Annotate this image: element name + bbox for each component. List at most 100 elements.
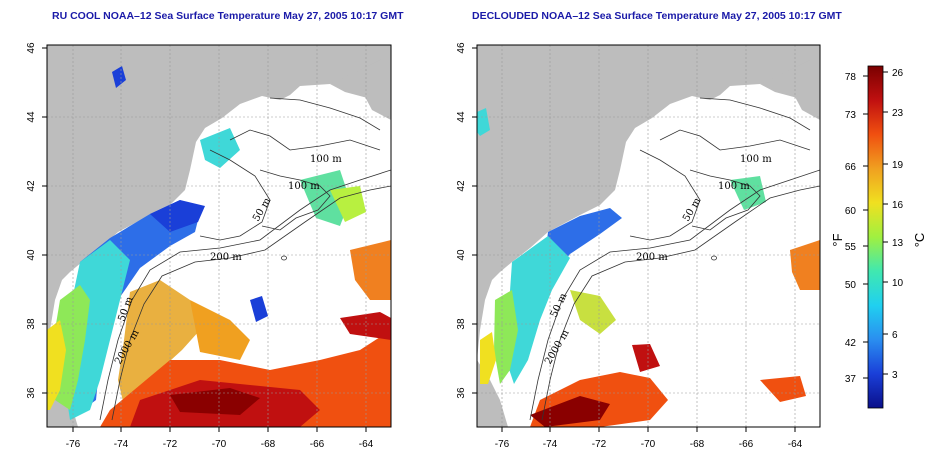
- lat-tick-label: 44: [26, 111, 37, 123]
- isobath-contour: [111, 185, 391, 421]
- land-mass: [47, 45, 391, 360]
- lon-tick-label: -72: [592, 439, 607, 450]
- fahrenheit-tick-label: 50: [845, 280, 857, 291]
- lat-tick-label: 38: [456, 318, 467, 330]
- y-axis-ticks: [42, 47, 47, 394]
- lon-tick-label: -68: [690, 439, 705, 450]
- celsius-tick-label: 26: [892, 68, 904, 79]
- isobath-contour: [699, 97, 811, 131]
- isobath-contour: [229, 129, 381, 151]
- land-mass: [760, 58, 820, 100]
- sst-warm-water: [340, 312, 391, 340]
- lat-tick-label: 40: [456, 249, 467, 261]
- contour-label: 100 m: [288, 181, 320, 192]
- lat-tick-label: 42: [456, 180, 467, 192]
- celsius-tick-label: 6: [892, 330, 898, 341]
- lon-tick-label: -64: [788, 439, 803, 450]
- sst-shelf-water: [118, 280, 200, 410]
- celsius-tick-label: 10: [892, 278, 904, 289]
- land-mass: [330, 58, 391, 100]
- sst-cold-water: [112, 66, 126, 88]
- isobath-contour: [529, 169, 820, 421]
- lat-tick-label: 42: [26, 180, 37, 192]
- sst-gulf-stream: [170, 388, 260, 415]
- fahrenheit-tick-label: 78: [845, 72, 857, 83]
- lat-tick-label: 36: [456, 387, 467, 399]
- right-map-area: [477, 45, 820, 427]
- sst-mid-water: [494, 290, 518, 384]
- contour-label: 200 m: [210, 252, 242, 263]
- seamount-contour: [711, 255, 717, 261]
- right-map-title: DECLOUDED NOAA–12 Sea Surface Temperatur…: [472, 10, 842, 22]
- lon-tick-label: -66: [739, 439, 754, 450]
- fahrenheit-tick-label: 37: [845, 374, 857, 385]
- lon-tick-label: -72: [163, 439, 178, 450]
- sst-cool-water: [477, 108, 490, 136]
- sst-shelf-water: [190, 300, 250, 360]
- lon-tick-label: -74: [114, 439, 129, 450]
- fahrenheit-tick-label: 73: [845, 110, 857, 121]
- isobath-contour: [659, 129, 811, 151]
- lon-tick-label: -64: [359, 439, 374, 450]
- sst-cold-water: [150, 200, 205, 232]
- lon-tick-label: -70: [212, 439, 227, 450]
- fahrenheit-unit-label: °F: [830, 233, 845, 246]
- sst-cold-water: [540, 208, 622, 300]
- sst-warm-water: [47, 320, 66, 410]
- sst-shelf-water: [570, 290, 616, 334]
- sst-warm-water: [790, 240, 820, 290]
- sst-cold-water: [250, 296, 268, 322]
- lon-tick-label: -68: [261, 439, 276, 450]
- isobath-contour: [689, 169, 761, 231]
- lon-tick-label: -74: [543, 439, 558, 450]
- fahrenheit-tick-label: 66: [845, 162, 857, 173]
- land-mass: [477, 45, 820, 360]
- lon-tick-label: -70: [641, 439, 656, 450]
- celsius-tick-label: 13: [892, 238, 904, 249]
- sst-warm-water: [760, 376, 806, 402]
- celsius-tick-label: 16: [892, 200, 904, 211]
- contour-label: 100 m: [740, 154, 772, 165]
- lat-tick-label: 46: [26, 42, 37, 54]
- lon-tick-label: -66: [310, 439, 325, 450]
- celsius-tick-label: 3: [892, 370, 898, 381]
- seamount-contour: [281, 255, 287, 261]
- y-axis-ticks: [472, 47, 477, 394]
- colorbar-scale: [867, 65, 884, 409]
- isobath-contour: [199, 149, 271, 241]
- lon-tick-label: -76: [66, 439, 81, 450]
- contour-label: 200 m: [636, 252, 668, 263]
- x-axis-ticks: [501, 427, 796, 432]
- fahrenheit-tick-label: 60: [845, 206, 857, 217]
- x-axis-ticks: [72, 427, 367, 432]
- sst-cool-water: [200, 128, 240, 168]
- sst-gulf-stream: [530, 396, 610, 427]
- celsius-unit-label: °C: [912, 233, 927, 248]
- celsius-tick-label: 19: [892, 160, 904, 171]
- lat-tick-label: 40: [26, 249, 37, 261]
- isobath-contour: [629, 149, 701, 241]
- sst-gulf-stream: [632, 344, 660, 372]
- left-map-area: [47, 45, 391, 427]
- sst-mid-water: [330, 186, 366, 222]
- sst-cool-water: [64, 240, 130, 420]
- isobath-contour: [259, 169, 331, 231]
- sst-cool-water: [730, 176, 766, 210]
- lat-tick-label: 46: [456, 42, 467, 54]
- contour-label: 100 m: [310, 154, 342, 165]
- sst-cool-water: [506, 236, 570, 384]
- sst-warm-water: [480, 332, 496, 384]
- isobath-contour: [269, 97, 381, 131]
- isobath-contour: [99, 169, 391, 421]
- celsius-tick-label: 23: [892, 108, 904, 119]
- lon-tick-label: -76: [495, 439, 510, 450]
- left-map-title: RU COOL NOAA–12 Sea Surface Temperature …: [52, 10, 404, 22]
- contour-label: 100 m: [718, 181, 750, 192]
- isobath-contour: [541, 185, 820, 421]
- lat-tick-label: 36: [26, 387, 37, 399]
- lat-tick-label: 44: [456, 111, 467, 123]
- fahrenheit-tick-label: 42: [845, 338, 857, 349]
- fahrenheit-tick-label: 55: [845, 242, 857, 253]
- temperature-colorbar: 78 73 66 60 55 50 42 37 26 23 19 16 13 1…: [830, 65, 927, 409]
